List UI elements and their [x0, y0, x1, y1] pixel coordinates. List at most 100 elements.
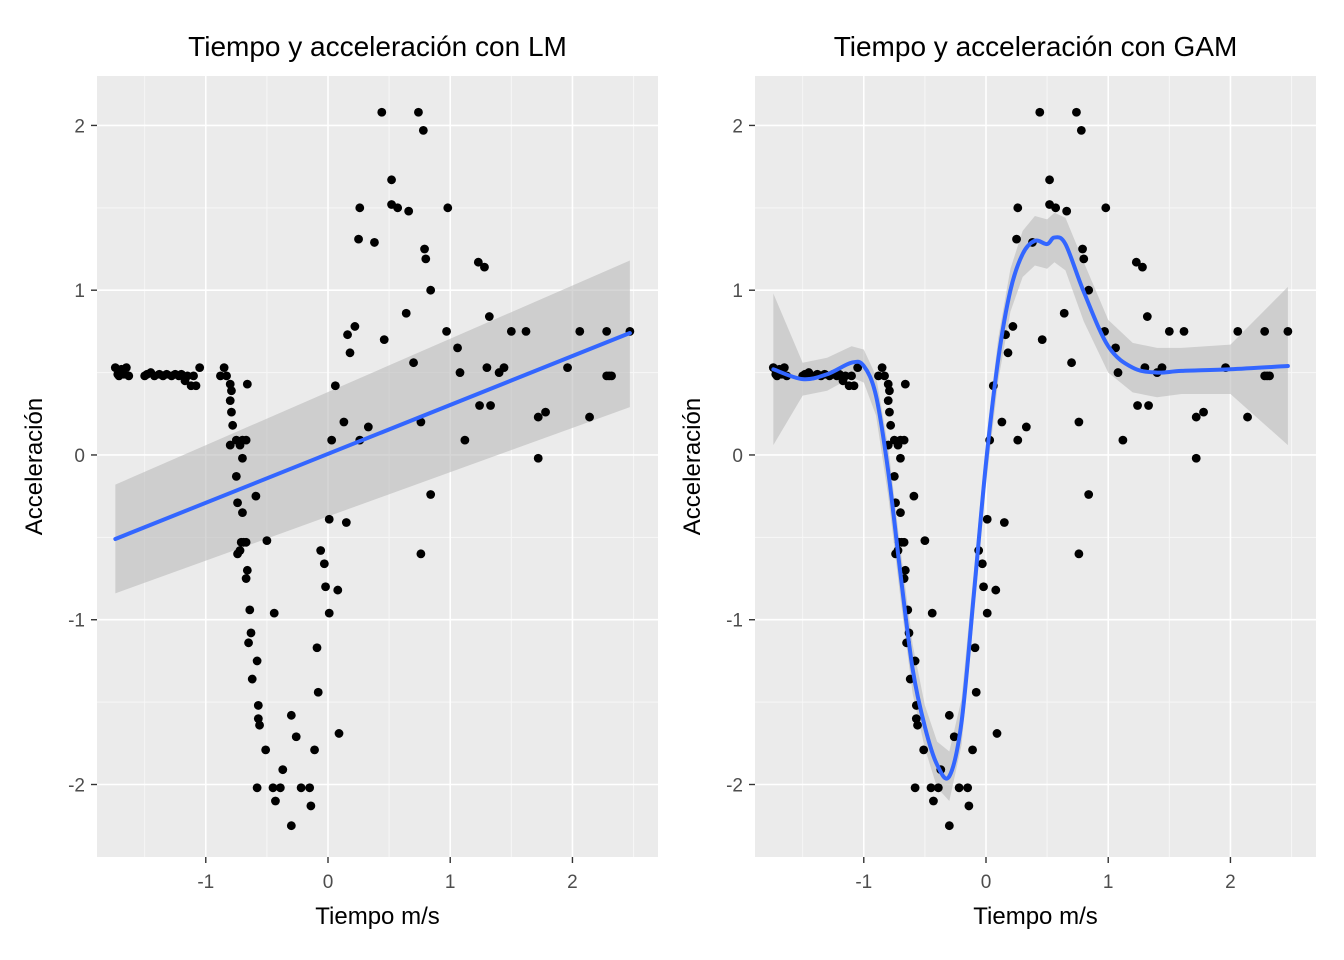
data-point-gam [979, 582, 988, 592]
data-point-lm [245, 605, 255, 615]
data-point-gam [1013, 203, 1023, 213]
data-point-lm [233, 549, 242, 559]
data-point-gam [949, 732, 959, 742]
data-point-gam [899, 537, 909, 547]
y-tick-label-lm: 1 [74, 281, 85, 302]
data-point-lm [484, 312, 494, 321]
y-tick-label-lm: -1 [68, 611, 85, 632]
data-point-lm [255, 720, 264, 730]
data-point-lm [219, 363, 229, 373]
data-point-gam [997, 417, 1007, 427]
data-point-lm [475, 401, 484, 410]
data-point-lm [416, 417, 426, 427]
data-point-gam [1260, 326, 1270, 336]
data-point-lm [269, 608, 279, 618]
data-point-lm [426, 285, 436, 295]
data-point-gam [1078, 244, 1087, 254]
chart-panel-lm: -1 0 1 2 -2 -1 0 1 2 Tiempo y acceleración con L… [21, 31, 658, 930]
data-point-lm [473, 257, 483, 267]
data-point-gam [1283, 326, 1293, 336]
x-tick-label-gam: 1 [1103, 872, 1114, 893]
data-point-lm [602, 326, 612, 336]
data-point-lm [418, 125, 428, 135]
data-point-gam [910, 783, 920, 793]
data-point-lm [225, 396, 235, 405]
data-point-gam [1062, 206, 1072, 216]
data-point-lm [247, 674, 257, 684]
data-point-lm [216, 371, 225, 381]
data-point-gam [1074, 417, 1084, 427]
data-point-lm [327, 435, 337, 445]
data-point-gam [970, 643, 980, 653]
data-point-lm [324, 608, 334, 618]
data-point-lm [242, 379, 252, 389]
data-point-lm [482, 363, 492, 373]
data-point-lm [291, 732, 301, 742]
data-point-gam [847, 371, 856, 381]
y-tick-label-gam: 1 [732, 281, 743, 302]
data-point-gam [883, 379, 893, 389]
data-point-lm [227, 386, 236, 396]
data-point-gam [1012, 234, 1021, 244]
data-point-lm [363, 422, 373, 432]
x-tick-label-lm: 0 [323, 872, 334, 893]
data-point-lm [275, 783, 285, 793]
fitted-line-gam [771, 235, 1290, 781]
data-point-gam [1076, 125, 1086, 135]
data-point-lm [339, 417, 349, 427]
x-tick-label-lm: 2 [567, 872, 578, 893]
data-point-lm [409, 358, 418, 368]
y-axis-title-lm: Acceleración [21, 398, 48, 535]
data-point-gam [999, 518, 1009, 527]
x-tick-label-gam: -1 [855, 872, 872, 893]
x-tick-label-lm: 1 [445, 872, 456, 893]
data-point-gam [1101, 203, 1111, 213]
data-point-lm [414, 107, 423, 117]
data-point-lm [521, 326, 531, 336]
data-point-gam [1003, 348, 1013, 358]
data-point-gam [1084, 285, 1094, 295]
data-point-lm [121, 363, 131, 373]
data-point-gam [1243, 412, 1252, 422]
x-tick-label-gam: 2 [1225, 872, 1236, 893]
data-point-gam [919, 745, 929, 755]
data-point-gam [933, 783, 943, 793]
data-point-lm [330, 381, 340, 391]
x-tick-label-gam: 0 [981, 872, 992, 893]
data-point-gam [1164, 326, 1174, 336]
data-point-gam [849, 381, 859, 391]
data-point-lm [393, 203, 403, 213]
data-point-lm [306, 801, 316, 811]
data-point-lm [191, 381, 201, 391]
data-point-gam [964, 801, 974, 811]
data-point-lm [370, 238, 379, 247]
data-point-gam [954, 783, 964, 793]
data-point-lm [296, 783, 306, 793]
data-point-lm [354, 234, 363, 244]
data-point-lm [252, 783, 262, 793]
data-point-lm [379, 335, 389, 345]
data-point-gam [929, 796, 938, 806]
data-point-lm [286, 710, 296, 720]
data-point-gam [1059, 308, 1069, 318]
x-axis-title-lm: Tiempo m/s [315, 903, 439, 930]
data-point-gam [1067, 358, 1076, 368]
data-point-gam [920, 536, 930, 546]
data-point-lm [189, 371, 198, 381]
data-point-lm [334, 729, 344, 738]
data-point-lm [319, 559, 329, 569]
y-tick-label-gam: -1 [726, 611, 743, 632]
data-point-lm [324, 514, 334, 524]
data-point-gam [1037, 335, 1047, 345]
data-point-lm [575, 326, 585, 336]
data-point-lm [253, 714, 263, 723]
data-point-lm [533, 412, 543, 422]
data-point-gam [968, 745, 977, 755]
data-point-lm [607, 371, 616, 381]
data-point-gam [900, 565, 910, 575]
data-point-gam [899, 435, 909, 445]
data-point-gam [1051, 203, 1061, 213]
data-point-lm [345, 348, 355, 358]
data-point-gam [1142, 312, 1152, 321]
data-point-gam [1138, 262, 1147, 272]
